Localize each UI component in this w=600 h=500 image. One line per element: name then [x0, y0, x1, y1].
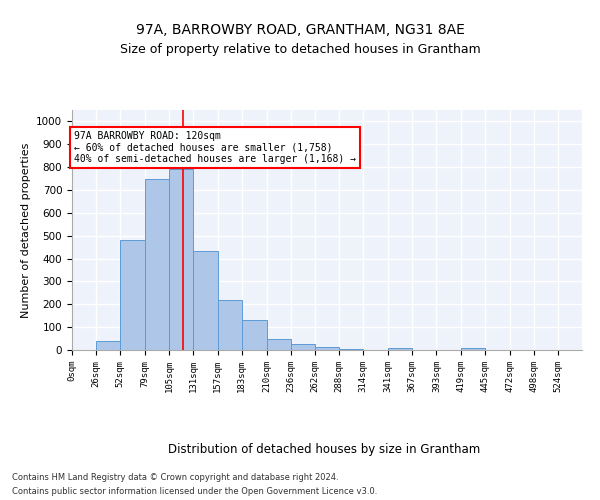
Bar: [461, 348, 485, 350]
Bar: [96, 341, 120, 350]
Text: 97A BARROWBY ROAD: 120sqm
← 60% of detached houses are smaller (1,758)
40% of se: 97A BARROWBY ROAD: 120sqm ← 60% of detac…: [74, 130, 356, 164]
Text: Contains public sector information licensed under the Open Government Licence v3: Contains public sector information licen…: [12, 488, 377, 496]
Bar: [193, 250, 218, 350]
Bar: [315, 346, 339, 350]
Bar: [388, 348, 412, 350]
Y-axis label: Number of detached properties: Number of detached properties: [20, 142, 31, 318]
Text: 97A, BARROWBY ROAD, GRANTHAM, NG31 8AE: 97A, BARROWBY ROAD, GRANTHAM, NG31 8AE: [136, 22, 464, 36]
Bar: [120, 240, 145, 350]
Text: Distribution of detached houses by size in Grantham: Distribution of detached houses by size …: [168, 442, 480, 456]
Bar: [339, 349, 363, 350]
Text: Size of property relative to detached houses in Grantham: Size of property relative to detached ho…: [119, 42, 481, 56]
Bar: [291, 344, 315, 350]
Bar: [267, 338, 291, 350]
Bar: [169, 170, 193, 350]
Bar: [242, 320, 267, 350]
Bar: [218, 300, 242, 350]
Bar: [145, 178, 169, 350]
Text: Contains HM Land Registry data © Crown copyright and database right 2024.: Contains HM Land Registry data © Crown c…: [12, 472, 338, 482]
